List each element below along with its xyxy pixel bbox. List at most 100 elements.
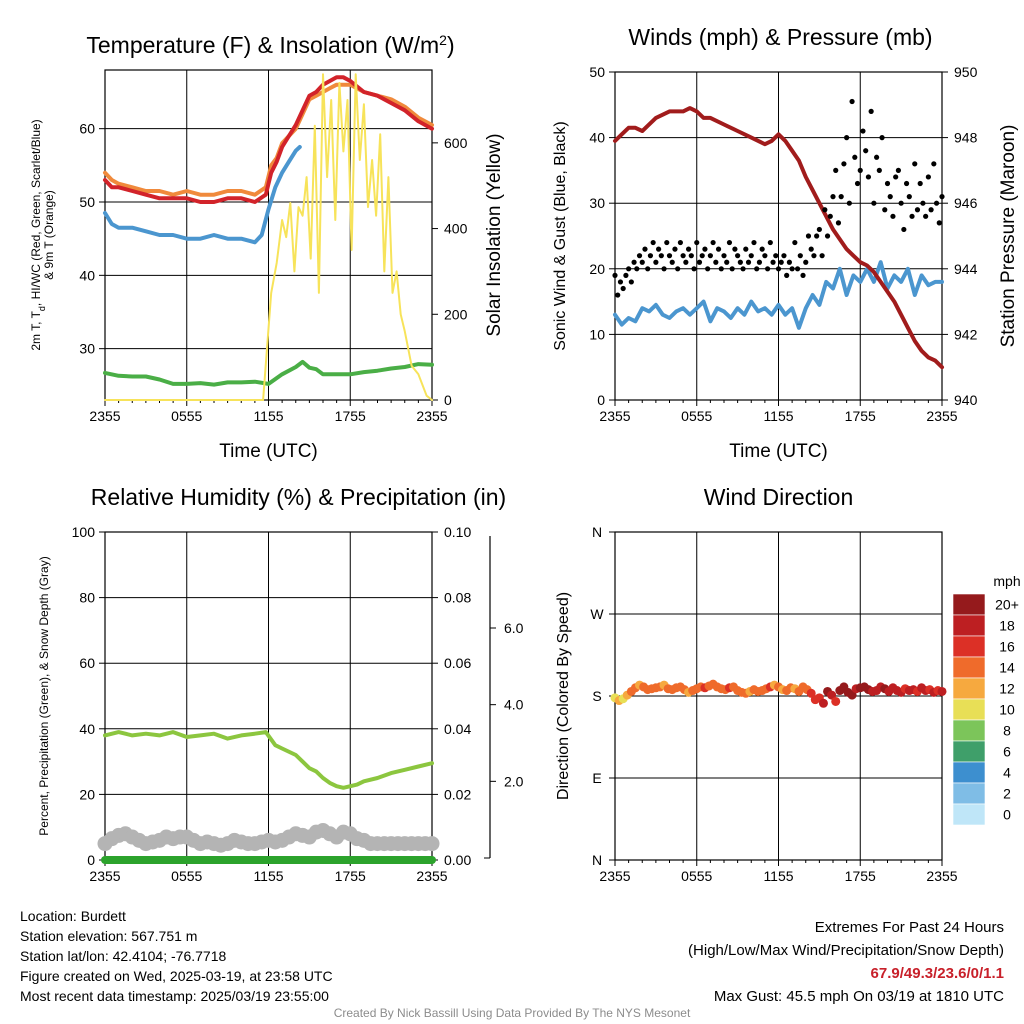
gust-point	[792, 239, 798, 246]
y2-tick-label: 0.04	[444, 721, 471, 737]
x-tick-label: 1755	[335, 408, 366, 424]
gust-point	[874, 154, 880, 160]
gust-point	[710, 239, 716, 246]
title-superscript: 2	[439, 32, 447, 48]
x-tick-label: 1755	[335, 868, 366, 884]
y-tick-label: N	[592, 524, 602, 540]
gust-point	[715, 246, 722, 252]
gust-point	[748, 253, 754, 259]
gust-point	[669, 259, 675, 265]
gust-point	[642, 246, 648, 252]
gust-point	[773, 253, 779, 259]
gust-point	[751, 239, 757, 246]
gust-point	[702, 246, 708, 252]
snow-tick-label: 4.0	[504, 697, 524, 713]
speed-colorbar: 20+ 18 16 14 12 10 8 6 4 2 0 mph	[952, 573, 1021, 826]
colorbar-swatch	[952, 782, 986, 805]
gust-point	[724, 259, 730, 265]
y-axis-label-rest: , HI/WC (Red, Green, Scarlet/Blue)	[29, 119, 43, 306]
direction-point	[847, 690, 857, 700]
gust-point	[626, 266, 632, 272]
gust-point	[765, 266, 771, 272]
y-tick-label: 40	[589, 130, 605, 146]
direction-point	[806, 688, 816, 698]
y-tick-label: 0	[597, 392, 605, 408]
y2-tick-label: 0.06	[444, 655, 471, 671]
series-td	[103, 145, 302, 245]
direction-point	[827, 690, 837, 700]
y2-axis-label-text: Station Pressure (Maroon)	[998, 125, 1019, 348]
gust-point	[699, 253, 705, 259]
direction-point	[831, 696, 841, 706]
y-tick-label: 30	[79, 341, 95, 357]
series-2m-t	[103, 75, 434, 204]
humidity-panel: 2355 0555 1155 1755 23550204060801000.000.02…	[37, 484, 524, 884]
y2-tick-label: 940	[954, 392, 978, 408]
gust-point	[844, 135, 850, 141]
y-axis-label-line1: 2m T, Td, HI/WC (Red, Green, Scarlet/Blu…	[29, 119, 47, 350]
gust-point	[636, 253, 643, 259]
y2-tick-label: 0.10	[444, 524, 471, 540]
y2-tick-label: 400	[444, 221, 468, 237]
gust-point	[808, 246, 814, 252]
gust-point	[634, 266, 640, 272]
gust-point	[803, 259, 809, 265]
gust-point	[745, 259, 752, 265]
gust-point	[925, 174, 931, 180]
direction-points	[610, 679, 947, 708]
series-snow-depth	[97, 822, 440, 853]
gust-point	[664, 239, 670, 246]
y2-axis-label-text: Solar Insolation (Yellow)	[484, 133, 505, 336]
x-tick-label: 0555	[171, 868, 202, 884]
gust-point	[923, 213, 929, 219]
y-axis-label-text: Direction (Colored By Speed)	[555, 592, 572, 800]
gust-point	[743, 246, 749, 252]
gust-point	[781, 253, 787, 259]
x-tick-label: 2355	[599, 408, 630, 424]
colorbar-swatch	[952, 698, 986, 721]
x-tick-label: 1155	[253, 408, 283, 424]
chart-title: Relative Humidity (%) & Precipitation (i…	[91, 484, 506, 510]
colorbar-title: mph	[993, 573, 1020, 589]
gust-point	[623, 272, 629, 278]
extremes-title: Extremes For Past 24 Hours	[814, 919, 1004, 936]
extremes-values: 67.9/49.3/23.6/0/1.1	[870, 965, 1004, 982]
y-axis-label-text: Sonic Wind & Gust (Blue, Black)	[552, 121, 569, 350]
gust-point	[917, 180, 923, 187]
gust-point	[814, 233, 820, 239]
gust-point	[920, 200, 926, 206]
gust-point	[928, 207, 934, 213]
colorbar-label: 16	[999, 639, 1015, 655]
x-tick-label: 2355	[416, 868, 447, 884]
x-tick-label: 2355	[926, 408, 957, 424]
y-tick-label: 100	[72, 524, 96, 540]
x-tick-label: 1155	[763, 408, 793, 424]
gust-point	[631, 259, 637, 265]
y-tick-label: N	[592, 852, 602, 868]
series-solar-insolation	[104, 73, 433, 401]
colorbar-label: 8	[1003, 723, 1011, 739]
colorbar-label: 18	[999, 618, 1015, 634]
gust-point	[789, 266, 795, 272]
colorbar-swatch	[952, 635, 986, 658]
colorbar-swatch	[952, 656, 986, 679]
gust-point	[694, 239, 700, 246]
x-tick-label: 2355	[89, 408, 120, 424]
chart-title: Temperature (F) & Insolation (W/m2)	[86, 32, 454, 58]
gust-point	[868, 108, 874, 114]
gust-point	[759, 246, 765, 252]
gust-point	[838, 194, 844, 200]
gust-point	[784, 272, 790, 278]
gust-point	[903, 180, 910, 187]
gust-point	[890, 213, 896, 219]
gust-point	[666, 253, 673, 259]
y-tick-label: S	[592, 688, 601, 704]
gust-point	[628, 279, 634, 285]
snow-depth-point	[424, 836, 440, 852]
gust-point	[912, 161, 918, 167]
gust-point	[762, 253, 768, 259]
gust-point	[901, 226, 907, 233]
chart-title: Winds (mph) & Pressure (mb)	[628, 24, 932, 50]
gust-point	[824, 233, 831, 239]
plot-frame	[104, 69, 433, 401]
